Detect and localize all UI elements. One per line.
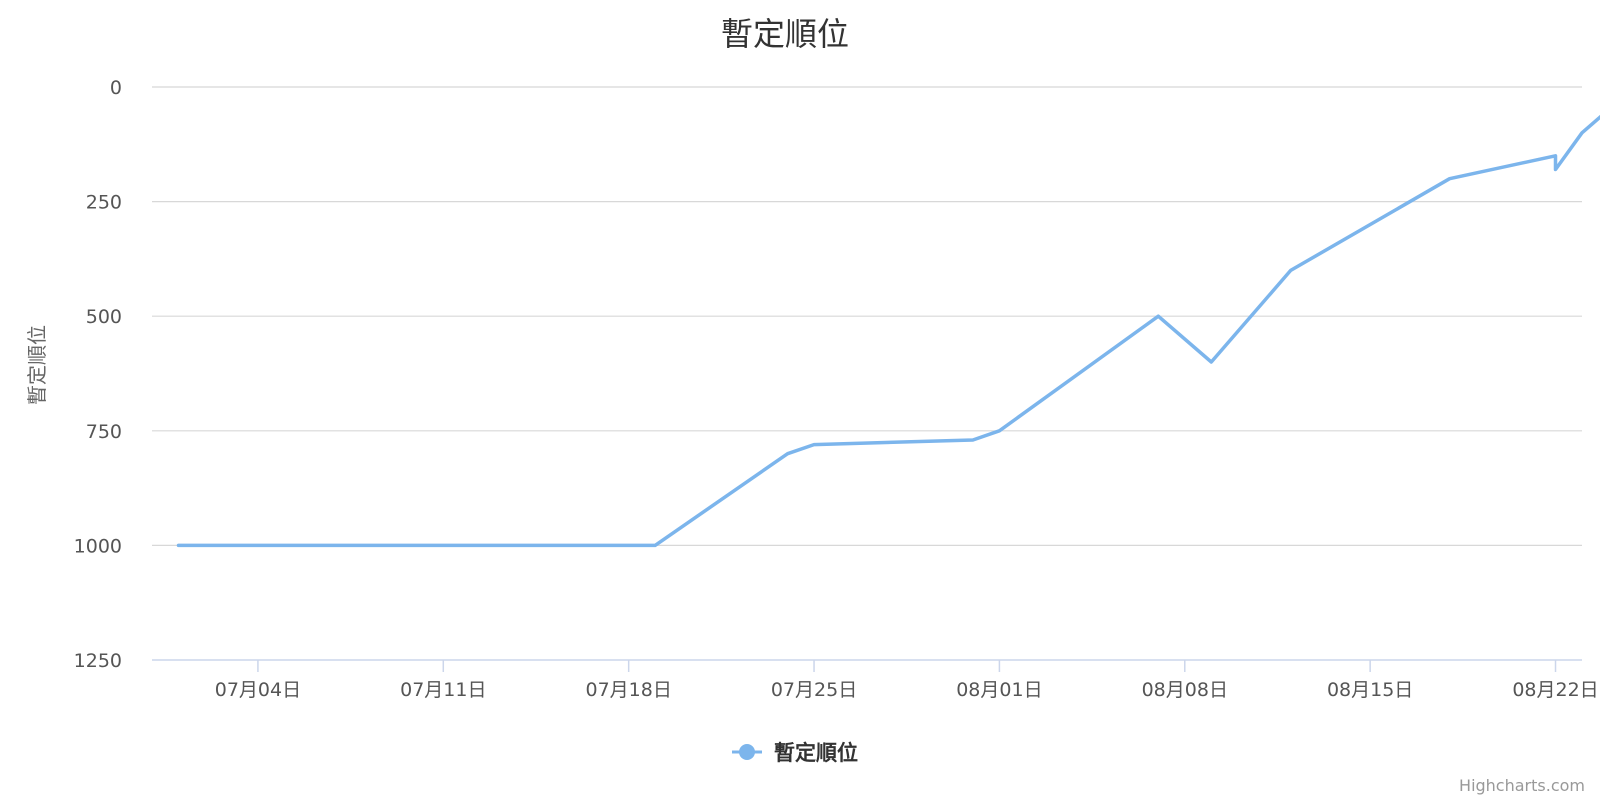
y-axis-title: 暫定順位 — [25, 325, 49, 405]
x-tick-label: 07月25日 — [771, 679, 857, 701]
chart-title: 暫定順位 — [721, 15, 849, 53]
grid-lines — [152, 86, 1582, 547]
legend-marker — [739, 744, 755, 760]
y-tick-label: 500 — [86, 306, 122, 328]
series-line — [176, 114, 1600, 548]
x-tick-label: 07月18日 — [585, 679, 671, 701]
legend-item-label[interactable]: 暫定順位 — [774, 741, 858, 765]
x-tick-label: 07月11日 — [400, 679, 486, 701]
y-tick-label: 750 — [86, 421, 122, 443]
y-tick-label: 1250 — [74, 650, 122, 672]
y-tick-label: 1000 — [74, 535, 122, 557]
y-axis-tick-labels: 0 250 500 750 1000 1250 — [74, 77, 122, 672]
x-tick-label: 07月04日 — [215, 679, 301, 701]
x-axis-ticks: 07月04日 07月11日 07月18日 07月25日 08月01日 08月08日 08月1… — [215, 660, 1599, 701]
y-tick-label: 0 — [110, 77, 122, 99]
legend[interactable]: 暫定順位 — [732, 741, 858, 765]
x-tick-label: 08月22日 — [1512, 679, 1598, 701]
x-tick-label: 08月08日 — [1142, 679, 1228, 701]
y-tick-label: 250 — [86, 192, 122, 214]
series-group — [176, 114, 1600, 548]
x-tick-label: 08月01日 — [956, 679, 1042, 701]
credits-link[interactable]: Highcharts.com — [1459, 776, 1585, 795]
x-tick-label: 08月15日 — [1327, 679, 1413, 701]
